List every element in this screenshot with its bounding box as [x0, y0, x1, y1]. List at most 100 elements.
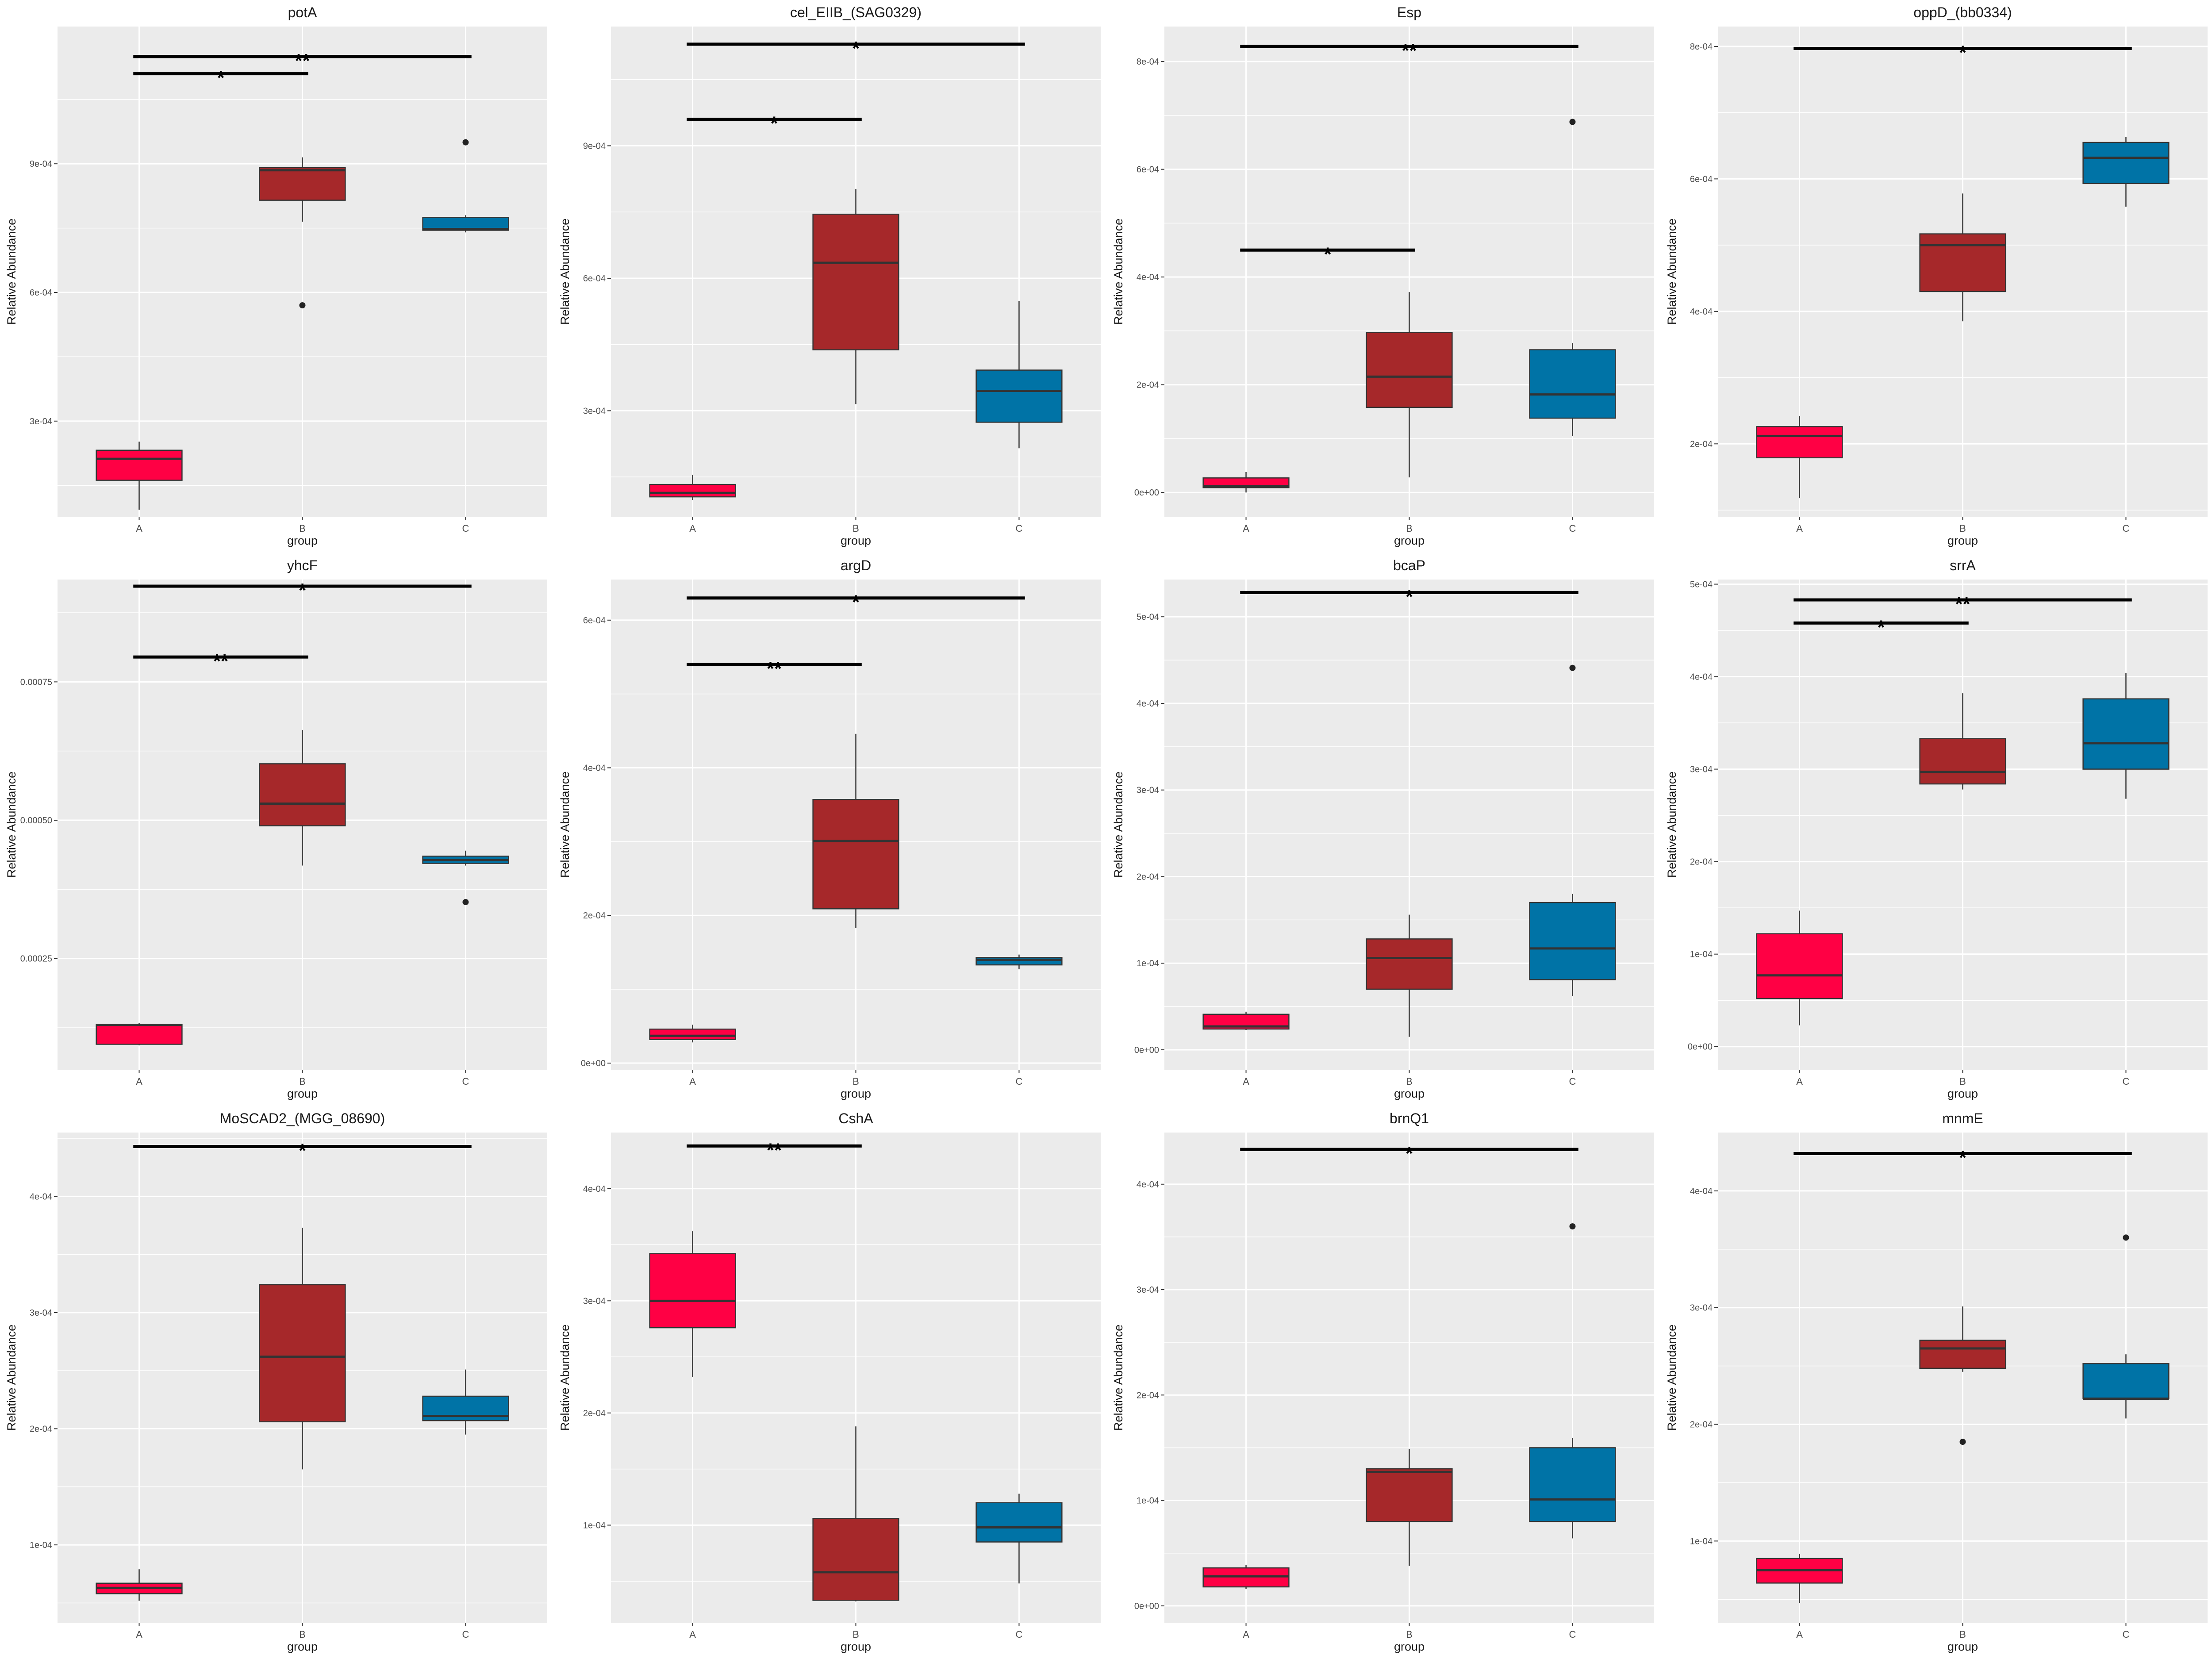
- significance-label: *: [1959, 42, 1967, 63]
- y-tick-label: 4e-04: [1690, 672, 1713, 682]
- x-tick-label: B: [299, 1076, 306, 1087]
- y-tick-label: 1e-04: [1137, 1496, 1159, 1506]
- y-tick-label: 6e-04: [583, 616, 606, 626]
- chart-panel-12: 1e-04 2e-04 3e-04 4e-04 A B C * mnmE group Relativ…: [1665, 1110, 2208, 1653]
- box-B: [812, 733, 899, 928]
- box-C: [1529, 894, 1616, 996]
- box-body: [2082, 1363, 2170, 1399]
- y-tick-label: 4e-04: [1137, 699, 1159, 709]
- x-axis-label: group: [1394, 1640, 1425, 1653]
- x-tick-label: A: [1243, 1629, 1249, 1640]
- y-tick-label: 3e-04: [1690, 1303, 1713, 1313]
- x-tick-label: C: [1016, 1629, 1023, 1640]
- y-tick-label: 0e+00: [1134, 1601, 1159, 1611]
- x-tick-label: C: [462, 1076, 469, 1087]
- significance-label: *: [217, 67, 225, 89]
- outlier-point: [1569, 664, 1576, 671]
- box-A: [1202, 1011, 1290, 1030]
- box-C: [1529, 343, 1616, 436]
- x-tick-label: B: [299, 1629, 306, 1640]
- x-tick-label: C: [1569, 523, 1576, 534]
- box-A: [649, 475, 736, 500]
- significance-label: *: [1877, 616, 1885, 638]
- x-tick-label: A: [136, 1629, 142, 1640]
- box-body: [1529, 902, 1616, 980]
- y-tick-label: 3e-04: [30, 1308, 52, 1318]
- x-tick-label: A: [1796, 1076, 1803, 1087]
- box-body: [259, 1284, 346, 1423]
- box-B: [812, 189, 899, 404]
- box-body: [1756, 933, 1843, 999]
- y-tick-label: 2e-04: [30, 1425, 52, 1434]
- y-tick-label: 6e-04: [1137, 165, 1159, 175]
- y-tick-label: 0.00075: [20, 677, 52, 687]
- box-body: [1529, 349, 1616, 419]
- significance-label: *: [1406, 1143, 1413, 1164]
- significance-label: *: [852, 591, 860, 613]
- box-body: [1366, 332, 1453, 408]
- outlier-point: [462, 139, 469, 146]
- box-B: [1919, 693, 2006, 790]
- box-A: [1202, 472, 1290, 493]
- panel-title: argD: [841, 557, 871, 573]
- y-tick-label: 5e-04: [1690, 580, 1713, 589]
- x-axis-label: group: [1394, 1087, 1425, 1100]
- y-tick-label: 4e-04: [583, 1184, 606, 1194]
- x-tick-label: A: [136, 523, 142, 534]
- box-body: [1919, 1340, 2006, 1369]
- box-body: [649, 1253, 736, 1329]
- panel-title: oppD_(bb0334): [1913, 4, 2012, 20]
- x-tick-label: C: [1016, 1076, 1023, 1087]
- box-body: [975, 369, 1063, 423]
- significance-label: **: [767, 658, 782, 680]
- x-tick-label: A: [689, 1076, 696, 1087]
- x-axis-label: group: [287, 1087, 318, 1100]
- y-tick-label: 8e-04: [1137, 57, 1159, 67]
- x-axis-label: group: [1394, 534, 1425, 547]
- x-tick-label: C: [2123, 1629, 2130, 1640]
- x-tick-label: B: [1959, 523, 1966, 534]
- box-C: [2082, 137, 2170, 207]
- significance-label: *: [1959, 1147, 1967, 1168]
- y-tick-label: 0.00050: [20, 816, 52, 826]
- outlier-point: [1959, 1439, 1966, 1445]
- box-C: [1529, 1438, 1616, 1539]
- box-body: [975, 1502, 1063, 1543]
- y-tick-label: 2e-04: [1690, 439, 1713, 449]
- y-tick-label: 3e-04: [30, 417, 52, 426]
- box-B: [1366, 914, 1453, 1037]
- box-C: [422, 1369, 509, 1435]
- y-axis-label: Relative Abundance: [1665, 219, 1678, 325]
- box-body: [649, 1028, 736, 1040]
- significance-label: *: [1324, 243, 1332, 265]
- y-tick-label: 2e-04: [1137, 380, 1159, 390]
- box-body: [96, 449, 183, 481]
- y-tick-label: 3e-04: [583, 1296, 606, 1306]
- x-tick-label: B: [1406, 523, 1413, 534]
- y-axis-label: Relative Abundance: [1665, 1325, 1678, 1431]
- box-A: [1756, 910, 1843, 1025]
- y-axis-label: Relative Abundance: [5, 1325, 18, 1431]
- y-tick-label: 6e-04: [583, 274, 606, 284]
- box-A: [96, 1023, 183, 1045]
- box-body: [1919, 233, 2006, 292]
- y-tick-label: 4e-04: [1690, 1187, 1713, 1196]
- box-A: [649, 1025, 736, 1043]
- box-B: [259, 1228, 346, 1470]
- box-C: [2082, 673, 2170, 799]
- box-B: [1366, 1448, 1453, 1566]
- outlier-point: [2123, 1234, 2129, 1241]
- y-tick-label: 1e-04: [1137, 959, 1159, 968]
- box-A: [96, 1569, 183, 1601]
- y-tick-label: 4e-04: [583, 764, 606, 773]
- y-tick-label: 0e+00: [1134, 488, 1159, 498]
- panel-title: mnmE: [1942, 1110, 1983, 1126]
- y-tick-label: 1e-04: [1690, 1536, 1713, 1546]
- y-tick-label: 2e-04: [583, 911, 606, 921]
- y-axis-label: Relative Abundance: [1112, 219, 1125, 325]
- y-tick-label: 3e-04: [1137, 1285, 1159, 1295]
- y-tick-label: 0.00025: [20, 954, 52, 964]
